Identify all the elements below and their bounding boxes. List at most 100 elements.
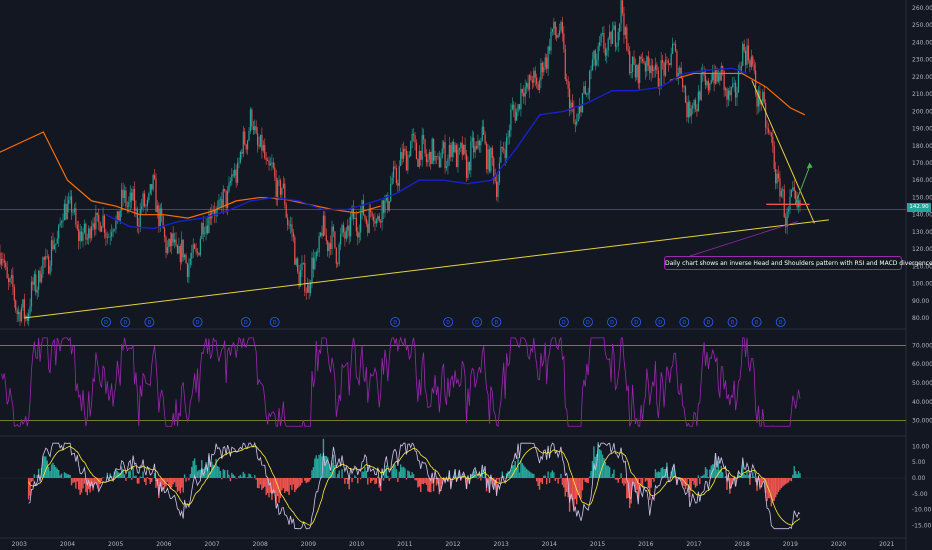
- macd-histogram-bar: [638, 478, 641, 479]
- candle: [763, 92, 765, 104]
- candle: [202, 222, 204, 235]
- candle: [527, 83, 529, 90]
- macd-histogram-bar: [533, 473, 535, 478]
- candle: [381, 200, 383, 223]
- macd-histogram-bar: [59, 475, 61, 478]
- macd-histogram-bar: [231, 472, 233, 478]
- candle: [491, 147, 493, 158]
- dividend-marker: [631, 317, 642, 327]
- candle: [93, 223, 96, 230]
- macd-histogram-bar: [309, 478, 312, 480]
- candle: [792, 187, 794, 191]
- candle: [96, 212, 98, 215]
- candle: [696, 109, 698, 112]
- macd-histogram-bar: [294, 478, 296, 493]
- macd-histogram-bar: [520, 460, 522, 478]
- candle: [329, 243, 332, 249]
- candle: [450, 145, 452, 157]
- candle: [762, 92, 764, 102]
- candle: [43, 257, 45, 260]
- candle: [159, 208, 161, 227]
- candle: [178, 246, 180, 254]
- candle: [570, 102, 572, 111]
- candle: [192, 244, 194, 253]
- candle: [473, 137, 475, 153]
- candle: [338, 244, 340, 265]
- macd-histogram-bar: [713, 464, 715, 478]
- candle: [620, 0, 622, 24]
- macd-histogram-bar: [551, 470, 554, 478]
- candle: [649, 65, 651, 74]
- candle: [60, 221, 63, 224]
- macd-histogram-bar: [271, 478, 273, 500]
- candle: [518, 104, 521, 110]
- candle: [643, 61, 645, 64]
- candle: [65, 203, 67, 220]
- macd-histogram-bar: [266, 478, 269, 494]
- candle: [516, 112, 518, 121]
- macd-histogram-bar: [706, 469, 708, 478]
- macd-histogram-bar: [742, 462, 744, 478]
- dividend-marker-label: D: [755, 320, 759, 326]
- macd-histogram-bar: [397, 478, 399, 482]
- macd-histogram-bar: [541, 478, 544, 485]
- macd-histogram-bar: [523, 465, 525, 478]
- candle: [684, 86, 687, 103]
- candle: [589, 71, 591, 93]
- price-tick-label: 170.00: [912, 160, 932, 167]
- macd-histogram-bar: [759, 478, 761, 490]
- candle: [82, 232, 84, 241]
- macd-histogram-bar: [690, 478, 692, 490]
- candle: [374, 221, 376, 224]
- price-tick-label: 220.00: [912, 74, 932, 81]
- candle: [125, 190, 127, 207]
- macd-histogram-bar: [760, 478, 763, 488]
- candle: [56, 238, 58, 244]
- macd-histogram-bar: [241, 476, 243, 478]
- candle: [295, 258, 297, 265]
- candle: [677, 73, 679, 79]
- macd-histogram-bar: [311, 470, 313, 478]
- macd-histogram-bar: [398, 471, 400, 478]
- macd-histogram-bar: [454, 469, 456, 478]
- macd-histogram-bar: [588, 476, 591, 478]
- dividend-marker-label: D: [658, 320, 662, 326]
- macd-histogram-bar: [441, 478, 443, 485]
- macd-histogram-bar: [349, 477, 352, 478]
- candle: [471, 137, 473, 142]
- macd-histogram-bar: [329, 471, 332, 478]
- candle: [687, 101, 689, 118]
- candle: [581, 92, 584, 112]
- macd-histogram-bar: [474, 470, 476, 478]
- candle: [445, 166, 448, 169]
- macd-histogram-bar: [721, 472, 724, 478]
- candle: [23, 299, 25, 319]
- x-tick-label: 2015: [590, 541, 605, 548]
- macd-histogram-bar: [42, 456, 44, 478]
- candle: [20, 307, 23, 322]
- candle: [191, 252, 193, 259]
- macd-histogram-bar: [483, 477, 485, 478]
- candle: [332, 226, 335, 232]
- candle: [624, 27, 626, 36]
- candle: [16, 310, 18, 315]
- macd-histogram-bar: [580, 478, 582, 499]
- candle: [108, 236, 110, 238]
- macd-histogram-bar: [76, 478, 78, 482]
- dividend-marker: [703, 317, 714, 327]
- macd-histogram-bar: [168, 478, 170, 486]
- macd-histogram-bar: [218, 467, 220, 478]
- candle: [667, 60, 669, 64]
- candle: [3, 259, 5, 263]
- candle: [388, 201, 390, 211]
- macd-histogram-bar: [480, 478, 482, 481]
- macd-histogram-bar: [86, 478, 88, 496]
- macd-histogram-bar: [717, 461, 720, 478]
- macd-histogram-bar: [338, 470, 340, 478]
- candle: [62, 220, 64, 222]
- candle: [402, 148, 405, 159]
- candle: [775, 169, 777, 184]
- candle: [723, 70, 725, 91]
- macd-histogram-bar: [600, 450, 602, 478]
